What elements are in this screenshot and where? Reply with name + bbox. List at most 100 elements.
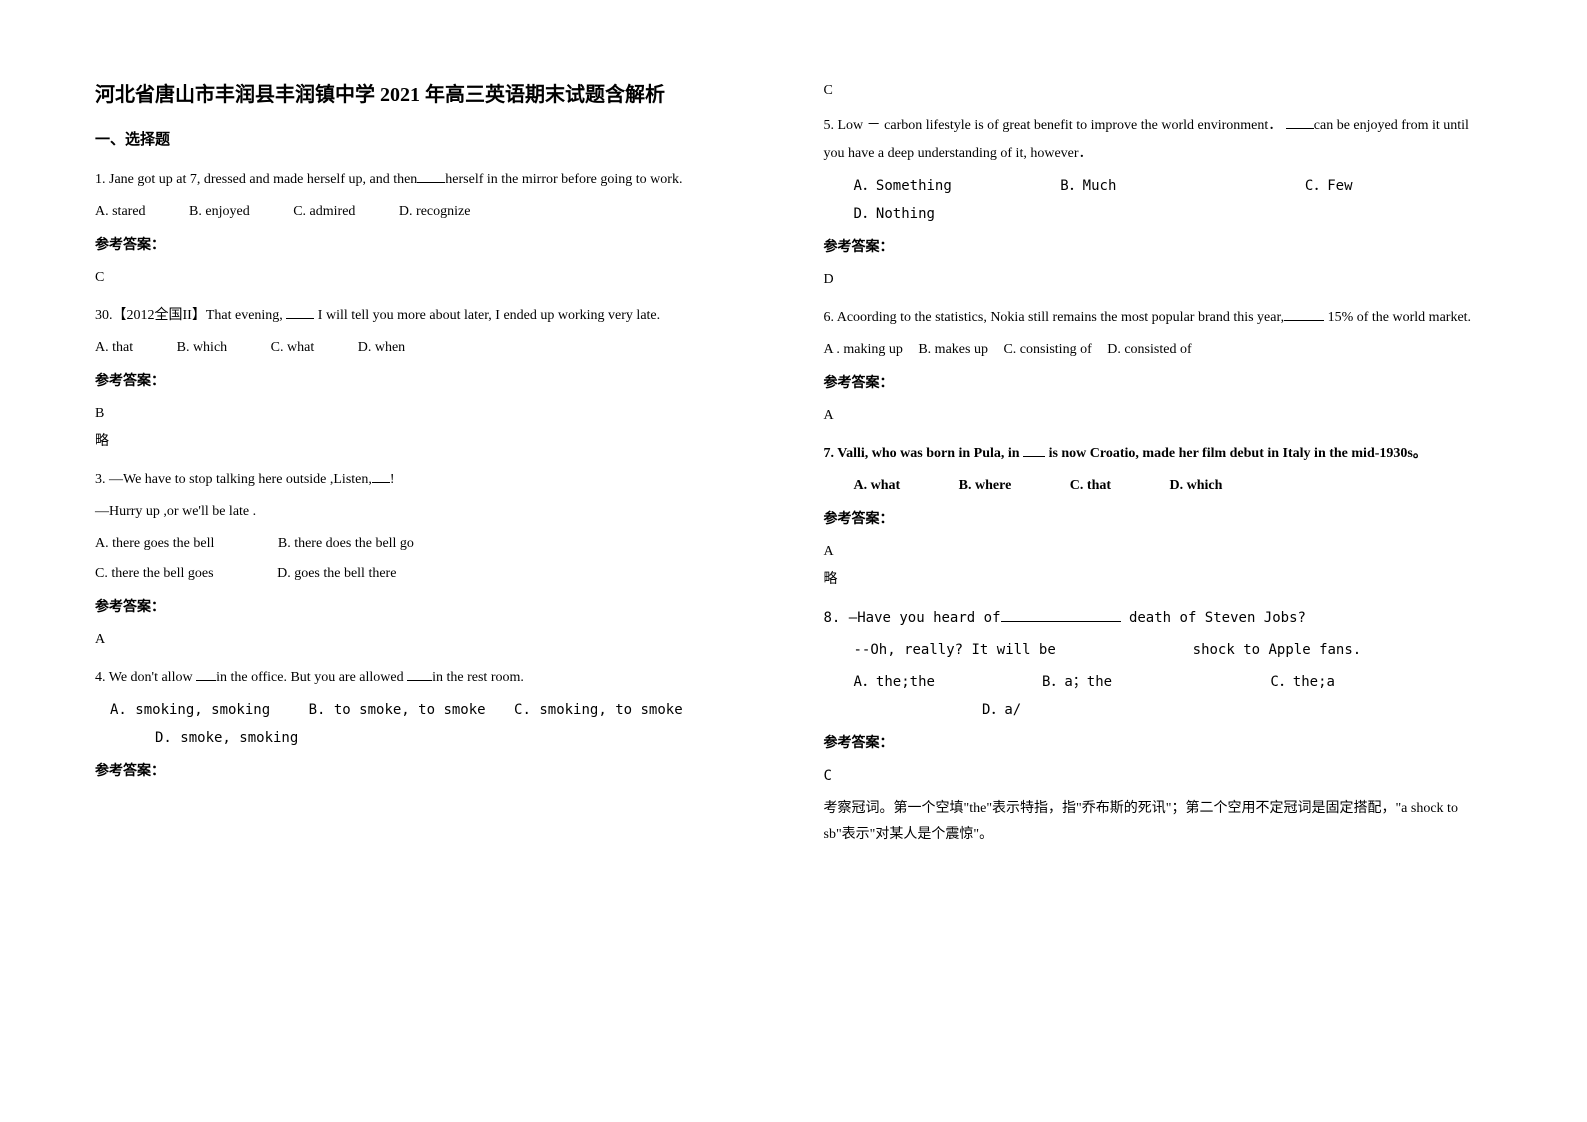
- blank: [372, 469, 390, 483]
- options: A . making up B. makes up C. consisting …: [824, 336, 1493, 364]
- options: A．Something B．Much C．Few D．Nothing: [854, 172, 1493, 228]
- option-a: A. there goes the bell: [95, 530, 214, 558]
- answer-value: C: [824, 762, 1493, 790]
- question-text-line1: 8. —Have you heard of death of Steven Jo…: [824, 604, 1493, 632]
- q1-text-b: herself in the mirror before going to wo…: [445, 172, 682, 187]
- options: A. stared B. enjoyed C. admired D. recog…: [95, 198, 764, 226]
- blank: [407, 667, 432, 681]
- page-container: 河北省唐山市丰润县丰润镇中学 2021 年高三英语期末试题含解析 一、选择题 1…: [95, 80, 1492, 857]
- q30-text-a: 30.【2012全国II】That evening,: [95, 308, 283, 323]
- q4-text-a: 4. We don't allow: [95, 670, 196, 685]
- answer-label: 参考答案：: [95, 232, 764, 260]
- question-5: 5. Low － carbon lifestyle is of great be…: [824, 112, 1493, 294]
- question-text: 3. —We have to stop talking here outside…: [95, 466, 764, 494]
- q7-text-a: 7. Valli, who was born in Pula, in: [824, 446, 1024, 461]
- option-b: B. there does the bell go: [278, 530, 414, 558]
- answer-label: 参考答案：: [824, 234, 1493, 262]
- q6-text-b: 15% of the world market.: [1324, 310, 1471, 325]
- options-row2: C. there the bell goes D. goes the bell …: [95, 560, 764, 588]
- answer-omit: 略: [95, 428, 764, 456]
- question-text: 4. We don't allow in the office. But you…: [95, 664, 764, 692]
- option-d: D. recognize: [399, 198, 471, 226]
- answer-value: A: [824, 538, 1493, 566]
- question-8: 8. —Have you heard of death of Steven Jo…: [824, 604, 1493, 846]
- option-a: A . making up: [824, 342, 903, 357]
- answer-value: B: [95, 400, 764, 428]
- option-d: D．Nothing: [854, 206, 935, 222]
- option-d: D．a/: [982, 702, 1021, 718]
- answer-value: C: [95, 264, 764, 292]
- q3-line1-a: 3. —We have to stop talking here outside…: [95, 472, 372, 487]
- option-a: A. that: [95, 334, 133, 362]
- question-text: 5. Low － carbon lifestyle is of great be…: [824, 112, 1493, 168]
- answer-value: A: [95, 626, 764, 654]
- question-1: 1. Jane got up at 7, dressed and made he…: [95, 166, 764, 292]
- question-7: 7. Valli, who was born in Pula, in is no…: [824, 440, 1493, 594]
- option-c: C．Few: [1305, 178, 1353, 194]
- question-text: 1. Jane got up at 7, dressed and made he…: [95, 166, 764, 194]
- q8-line2-a: --Oh, really? It will be: [854, 642, 1065, 658]
- q7-text-b: is now Croatio, made her film debut in I…: [1045, 446, 1427, 461]
- blank: [286, 305, 314, 319]
- q30-text-b: I will tell you more about later, I ende…: [314, 308, 660, 323]
- option-b: B．Much: [1060, 172, 1116, 200]
- answer-value: A: [824, 402, 1493, 430]
- answer-label: 参考答案：: [95, 594, 764, 622]
- option-c: C. there the bell goes: [95, 560, 214, 588]
- option-b: B. makes up: [918, 342, 988, 357]
- question-text: 7. Valli, who was born in Pula, in is no…: [824, 440, 1493, 468]
- q4-text-c: in the rest room.: [432, 670, 524, 685]
- blank: [1284, 307, 1324, 321]
- q6-text-a: 6. Acoording to the statistics, Nokia st…: [824, 310, 1285, 325]
- q1-text-a: 1. Jane got up at 7, dressed and made he…: [95, 172, 417, 187]
- right-column: C 5. Low － carbon lifestyle is of great …: [824, 80, 1493, 857]
- options: A．the;the B．a；the C．the;a D．a/: [854, 668, 1493, 724]
- q8-line1-a: 8. —Have you heard of: [824, 610, 1001, 626]
- section-heading: 一、选择题: [95, 128, 764, 152]
- q4-text-b: in the office. But you are allowed: [216, 670, 407, 685]
- option-b: B. which: [177, 334, 228, 362]
- option-a: A. stared: [95, 198, 146, 226]
- q8-line2-b: shock to Apple fans.: [1184, 642, 1361, 658]
- option-b: B. where: [959, 472, 1012, 500]
- answer-value: D: [824, 266, 1493, 294]
- options: A. what B. where C. that D. which: [854, 472, 1493, 500]
- question-6: 6. Acoording to the statistics, Nokia st…: [824, 304, 1493, 430]
- options-row1: A. there goes the bell B. there does the…: [95, 530, 764, 558]
- option-b: B．a；the: [1042, 668, 1262, 696]
- option-d: D. goes the bell there: [277, 560, 396, 588]
- option-a: A. smoking, smoking: [110, 702, 270, 718]
- option-a: A．the;the: [854, 668, 1034, 696]
- answer-omit: 略: [824, 566, 1493, 594]
- option-a: A. what: [854, 472, 901, 500]
- answer-label: 参考答案：: [95, 758, 764, 786]
- question-text-line2: --Oh, really? It will be shock to Apple …: [854, 636, 1493, 664]
- option-c: C. that: [1070, 472, 1111, 500]
- question-text-line2: —Hurry up ,or we'll be late .: [95, 498, 764, 526]
- q4-answer-value: C: [824, 80, 1493, 102]
- answer-label: 参考答案：: [824, 506, 1493, 534]
- option-d: D. which: [1170, 472, 1223, 500]
- blank: [417, 169, 445, 183]
- option-c: C. admired: [293, 198, 355, 226]
- option-c: C. smoking, to smoke: [514, 702, 683, 718]
- question-text: 30.【2012全国II】That evening, I will tell y…: [95, 302, 764, 330]
- document-title: 河北省唐山市丰润县丰润镇中学 2021 年高三英语期末试题含解析: [95, 80, 764, 110]
- option-c: C. what: [271, 334, 315, 362]
- question-30: 30.【2012全国II】That evening, I will tell y…: [95, 302, 764, 456]
- q5-text-a: 5. Low － carbon lifestyle is of great be…: [824, 118, 1283, 133]
- option-d: D. smoke, smoking: [155, 730, 298, 746]
- question-4: 4. We don't allow in the office. But you…: [95, 664, 764, 786]
- left-column: 河北省唐山市丰润县丰润镇中学 2021 年高三英语期末试题含解析 一、选择题 1…: [95, 80, 764, 857]
- question-3: 3. —We have to stop talking here outside…: [95, 466, 764, 654]
- question-text: 6. Acoording to the statistics, Nokia st…: [824, 304, 1493, 332]
- q8-line1-b: death of Steven Jobs?: [1121, 610, 1306, 626]
- blank: [1286, 115, 1314, 129]
- options: A. that B. which C. what D. when: [95, 334, 764, 362]
- option-b: B. enjoyed: [189, 198, 250, 226]
- blank: [1001, 608, 1121, 622]
- answer-label: 参考答案：: [95, 368, 764, 396]
- answer-explanation: 考察冠词。第一个空填"the"表示特指，指"乔布斯的死讯"；第二个空用不定冠词是…: [824, 796, 1493, 846]
- option-c: C．the;a: [1270, 674, 1335, 690]
- answer-label: 参考答案：: [824, 370, 1493, 398]
